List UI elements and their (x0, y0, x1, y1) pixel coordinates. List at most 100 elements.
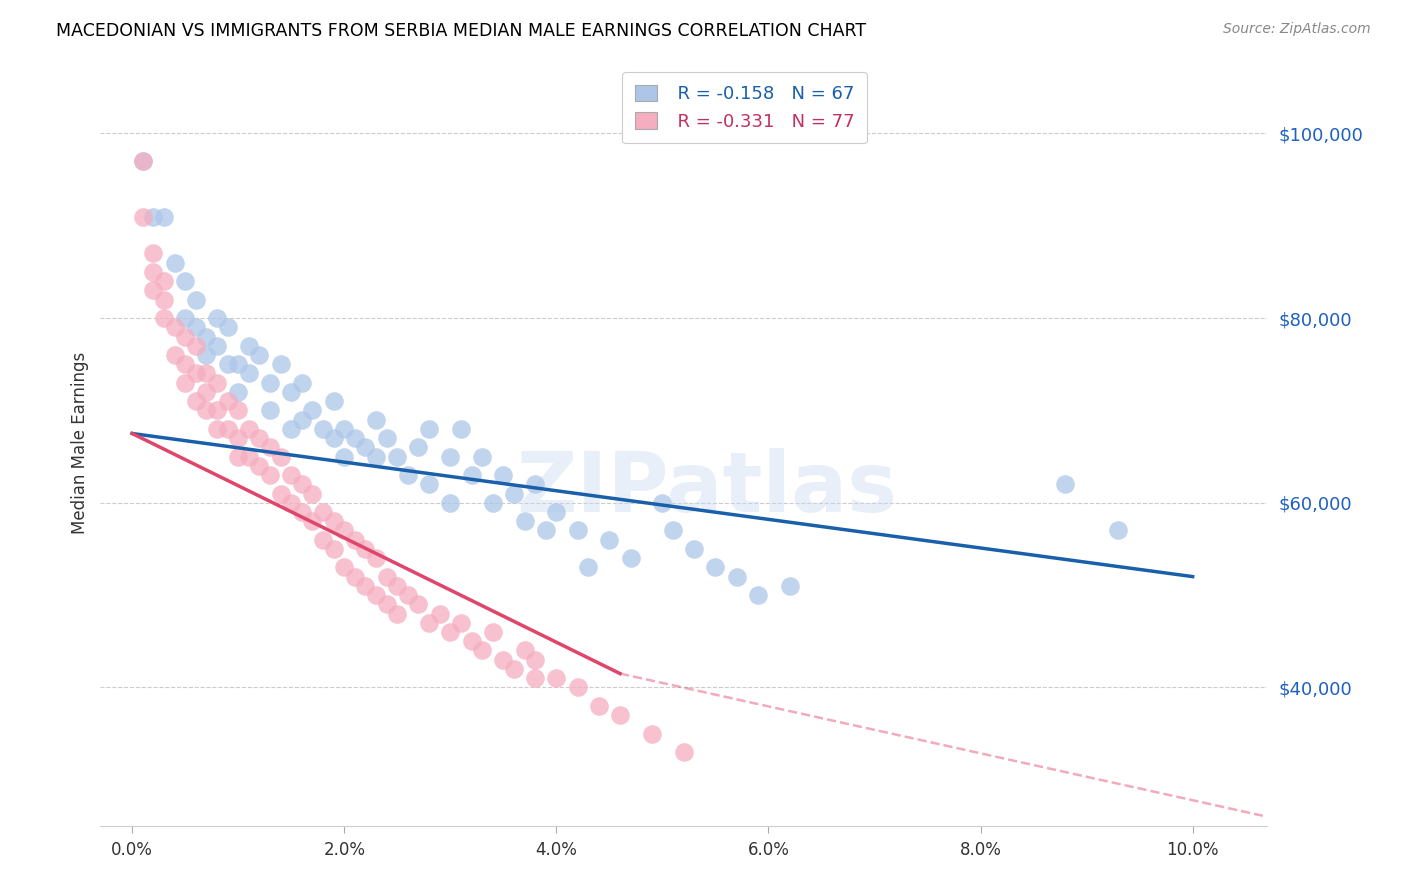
Point (270, 357, 292, 371)
Point (238, 450, 260, 464)
Point (322, 514, 344, 528)
Point (429, 607, 451, 621)
Point (439, 625, 461, 640)
Point (322, 431, 344, 445)
Point (291, 477, 314, 491)
Text: ZIPatlas: ZIPatlas (516, 448, 897, 529)
Point (142, 265, 165, 279)
Point (333, 450, 356, 464)
Point (249, 348, 271, 362)
Point (142, 284, 165, 298)
Point (163, 256, 186, 270)
Point (375, 597, 398, 611)
Point (481, 496, 503, 510)
Point (364, 551, 387, 566)
Point (343, 569, 366, 583)
Y-axis label: Median Male Earnings: Median Male Earnings (72, 351, 89, 534)
Point (195, 348, 218, 362)
Point (174, 311, 197, 326)
Point (226, 403, 249, 417)
Point (418, 477, 440, 491)
Point (291, 376, 314, 390)
Point (387, 579, 409, 593)
Point (153, 210, 176, 224)
Point (217, 394, 239, 409)
Point (184, 394, 207, 409)
Point (205, 376, 228, 390)
Point (270, 486, 292, 500)
Point (322, 541, 344, 556)
Point (226, 357, 249, 371)
Point (174, 357, 197, 371)
Point (534, 524, 557, 538)
Point (280, 468, 302, 483)
Point (184, 339, 207, 353)
Text: MACEDONIAN VS IMMIGRANTS FROM SERBIA MEDIAN MALE EARNINGS CORRELATION CHART: MACEDONIAN VS IMMIGRANTS FROM SERBIA MED… (56, 22, 866, 40)
Point (747, 588, 769, 602)
Point (226, 450, 249, 464)
Point (153, 274, 176, 288)
Point (651, 496, 673, 510)
Point (280, 496, 302, 510)
Point (364, 588, 387, 602)
Point (291, 412, 314, 426)
Text: Source: ZipAtlas.com: Source: ZipAtlas.com (1223, 22, 1371, 37)
Point (280, 384, 302, 399)
Point (132, 210, 155, 224)
Point (576, 560, 599, 574)
Point (546, 671, 568, 685)
Point (588, 698, 610, 713)
Point (153, 311, 176, 326)
Point (132, 154, 155, 169)
Point (205, 403, 228, 417)
Point (184, 367, 207, 381)
Point (280, 422, 302, 436)
Point (312, 422, 335, 436)
Point (205, 311, 228, 326)
Point (460, 468, 482, 483)
Point (439, 496, 461, 510)
Point (567, 524, 589, 538)
Point (418, 615, 440, 630)
Point (418, 422, 440, 436)
Point (142, 246, 165, 260)
Point (301, 486, 323, 500)
Point (513, 643, 536, 657)
Point (217, 357, 239, 371)
Point (312, 505, 335, 519)
Point (1054, 477, 1077, 491)
Point (503, 486, 526, 500)
Point (471, 643, 494, 657)
Point (333, 560, 356, 574)
Point (132, 154, 155, 169)
Point (333, 524, 356, 538)
Point (270, 450, 292, 464)
Point (503, 662, 526, 676)
Point (259, 403, 281, 417)
Point (184, 293, 207, 307)
Point (609, 708, 631, 723)
Legend:   R = -0.158   N = 67,   R = -0.331   N = 77: R = -0.158 N = 67, R = -0.331 N = 77 (623, 72, 868, 144)
Point (226, 431, 249, 445)
Point (322, 394, 344, 409)
Point (450, 615, 472, 630)
Point (1107, 524, 1129, 538)
Point (291, 505, 314, 519)
Point (396, 468, 419, 483)
Point (343, 431, 366, 445)
Point (513, 514, 536, 528)
Point (725, 569, 748, 583)
Point (672, 745, 695, 759)
Point (704, 560, 727, 574)
Point (354, 579, 377, 593)
Point (226, 384, 249, 399)
Point (195, 403, 218, 417)
Point (662, 524, 685, 538)
Point (174, 376, 197, 390)
Point (259, 468, 281, 483)
Point (492, 653, 515, 667)
Point (195, 329, 218, 343)
Point (354, 441, 377, 455)
Point (343, 533, 366, 547)
Point (174, 329, 197, 343)
